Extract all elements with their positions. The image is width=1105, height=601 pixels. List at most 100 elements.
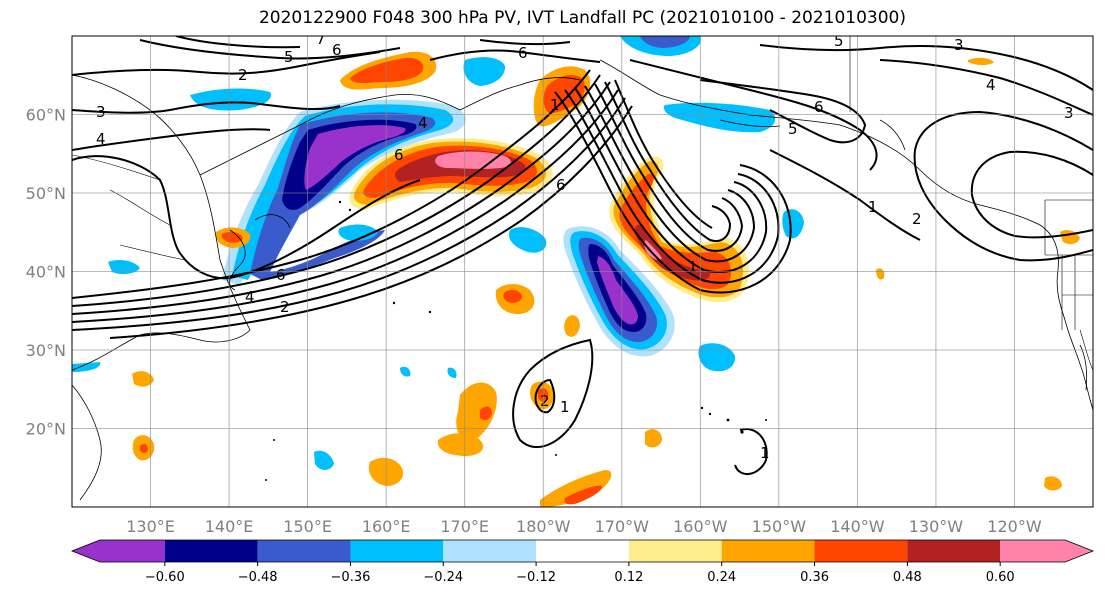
colorbar-segment — [536, 540, 629, 562]
pos-patch-6-mid — [140, 443, 148, 453]
colorbar-tick-label: −0.24 — [423, 570, 463, 585]
contour-label: 5 — [284, 48, 294, 66]
contour-label: 2 — [280, 298, 290, 316]
colorbar-segment — [814, 540, 908, 562]
colorbar-segment — [1000, 540, 1093, 562]
colorbar-segment — [350, 540, 444, 562]
longitude-label: 150°W — [752, 517, 807, 536]
pos-patch-5 — [540, 470, 612, 507]
longitude-label: 160°E — [362, 517, 411, 536]
neg-patch-10 — [708, 351, 713, 358]
contour-label: 1 — [560, 398, 570, 416]
contour-label: 2 — [238, 66, 248, 84]
colorbar-segment — [721, 540, 815, 562]
colorbar-segment — [907, 540, 1001, 562]
pos-anomaly-loop-mid — [619, 173, 732, 290]
colorbar-segment — [443, 540, 537, 562]
islands — [265, 200, 767, 481]
contour-label: 3 — [96, 103, 106, 121]
map-border — [71, 35, 1094, 508]
longitude-label: 130°W — [909, 517, 964, 536]
longitude-label: 140°E — [205, 517, 254, 536]
contour-label: 6 — [556, 176, 566, 194]
neg-anomaly-kamchatka-light — [232, 104, 454, 281]
latitude-label: 60°N — [26, 106, 66, 125]
neg-patch-5 — [108, 260, 140, 275]
pos-patch-1-mid — [503, 289, 522, 303]
colorbar-tick-label: 0.36 — [800, 570, 829, 585]
pos-patch-3 — [456, 382, 497, 441]
longitude-label: 140°W — [830, 517, 885, 536]
neg-patch-9 — [447, 367, 457, 378]
contour-label: 1 — [760, 444, 770, 462]
pv-contours — [72, 36, 1093, 475]
contour-label: 6 — [394, 146, 404, 164]
pos-patch-9 — [564, 315, 580, 337]
longitude-label: 120°W — [987, 517, 1042, 536]
neg-patch-6 — [338, 224, 378, 241]
colorbar-tick-label: −0.36 — [331, 570, 371, 585]
pos-patch-13 — [132, 371, 154, 387]
neg-patch-7 — [72, 362, 101, 372]
neg-anomaly-aleutian-small — [463, 57, 506, 86]
latitude-label: 20°N — [26, 420, 66, 439]
colorbar-tick-label: −0.12 — [516, 570, 556, 585]
pos-patch-14 — [968, 57, 994, 65]
neg-patch-4 — [782, 209, 804, 239]
contour-label: 3 — [1064, 104, 1074, 122]
longitude-label: 130°E — [126, 517, 175, 536]
contour-label: 5 — [788, 120, 798, 138]
contour-label: 4 — [96, 130, 106, 148]
neg-anomaly-siberia — [190, 88, 271, 111]
shaded-anomalies — [72, 36, 1080, 507]
pos-patch-5-mid — [564, 485, 602, 505]
pos-patch-3-mid — [480, 406, 492, 421]
neg-anomaly-kamchatka-strong — [304, 125, 406, 190]
latitude-label: 40°N — [26, 263, 66, 282]
contour-label: 4 — [418, 114, 428, 132]
colorbar-tick-label: 0.24 — [707, 570, 736, 585]
contour-label: 2 — [540, 392, 550, 410]
colorbar-tick-label: 0.48 — [893, 570, 922, 585]
longitude-labels: 130°E 140°E 150°E 160°E 170°E 180°W 170°W 160°W… — [126, 517, 1042, 536]
longitude-label: 170°W — [595, 517, 650, 536]
latitude-labels: 60°N 50°N 40°N 30°N 20°N — [26, 106, 66, 439]
contour-labels: 2 3 4 5 6 7 6 5 6 3 4 3 6 5 4 1 2 6 1 1 … — [96, 30, 1074, 462]
neg-anomaly-kamchatka-pale — [222, 99, 466, 285]
contour-label: 5 — [834, 32, 844, 50]
colorbar-segment — [628, 540, 722, 562]
longitude-label: 170°E — [440, 517, 489, 536]
longitude-label: 180°W — [516, 517, 571, 536]
contour-label: 2 — [912, 210, 922, 228]
pos-patch-10-mid — [221, 231, 243, 243]
pos-patch-7 — [645, 429, 662, 448]
colorbar-tick-label: 0.12 — [614, 570, 643, 585]
contour-label: 1 — [868, 198, 878, 216]
colorbar-tick-label: −0.60 — [145, 570, 185, 585]
colorbar-tick-label: −0.48 — [238, 570, 278, 585]
colorbar-tick-label: 0.60 — [986, 570, 1015, 585]
contour-label: 1 — [688, 258, 698, 276]
contour-label: 4 — [986, 76, 996, 94]
pos-anomaly-loop-strong — [644, 240, 662, 261]
chart-title: 2020122900 F048 300 hPa PV, IVT Landfall… — [258, 8, 906, 28]
neg-patch-8 — [400, 366, 411, 377]
pos-patch-12 — [1044, 476, 1062, 491]
contour-label: 7 — [316, 30, 326, 48]
colorbar-segment — [257, 540, 351, 562]
latitude-label: 50°N — [26, 184, 66, 203]
neg-anomaly-central-strong — [597, 256, 638, 325]
contour-label: 6 — [814, 98, 824, 116]
gridlines — [72, 36, 1093, 507]
pos-anomaly-band-strong — [435, 151, 512, 169]
longitude-label: 160°W — [673, 517, 728, 536]
contour-label: 6 — [332, 41, 342, 59]
neg-anomaly-bering-strait-dark — [640, 36, 690, 48]
neg-patch-3 — [314, 450, 334, 470]
colorbar-outline — [70, 539, 1095, 563]
contour-label: 1 — [550, 96, 560, 114]
pos-anomaly-okhotsk-mid — [350, 57, 424, 84]
contour-label: 3 — [954, 36, 964, 54]
colorbar-segment — [164, 540, 258, 562]
